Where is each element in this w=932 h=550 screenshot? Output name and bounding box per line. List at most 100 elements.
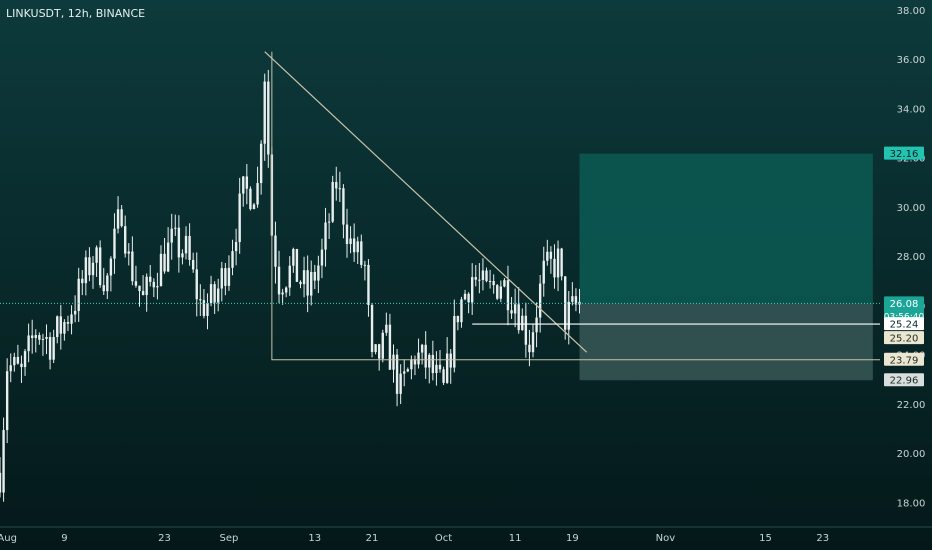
candle-body	[95, 247, 98, 263]
candle-body	[381, 332, 384, 359]
y-tick-label: 38.00	[897, 6, 926, 17]
candle-body	[2, 430, 5, 493]
candle-body	[156, 286, 159, 288]
candle-body	[377, 344, 381, 359]
candle-body	[181, 253, 184, 258]
candle-body	[245, 176, 249, 189]
candle-body	[234, 242, 238, 252]
candle-body	[52, 337, 55, 360]
candle-body	[546, 251, 549, 261]
candle-body	[124, 226, 127, 254]
candle-body	[252, 204, 256, 210]
candle-body	[385, 324, 388, 333]
candle-body	[284, 287, 288, 293]
candle-body	[88, 257, 91, 276]
y-tick-label: 36.00	[897, 55, 926, 66]
candle-body	[170, 228, 173, 243]
x-tick-label: 11	[509, 533, 522, 544]
candle-body	[410, 359, 413, 370]
candle-body	[227, 267, 231, 286]
candle-body	[191, 259, 195, 270]
candle-body	[109, 258, 113, 276]
candle-body	[63, 322, 66, 334]
candle-body	[199, 299, 202, 301]
trendline	[264, 51, 588, 353]
candle-body	[73, 310, 77, 315]
candle-body	[184, 235, 188, 254]
candle-body	[188, 235, 191, 260]
candle-body	[116, 209, 120, 229]
price-label-text: 25.24	[890, 320, 919, 331]
x-tick-label: 23	[158, 533, 171, 544]
candle-body	[70, 314, 73, 324]
candle-body	[206, 303, 209, 316]
candle-body	[288, 265, 291, 288]
candle-body	[166, 242, 170, 272]
candle-body	[531, 332, 535, 353]
candle-body	[413, 359, 417, 365]
candle-body	[417, 352, 420, 365]
price-label-text: 25.20	[890, 334, 919, 345]
price-label-box	[884, 331, 924, 345]
y-tick-label: 20.00	[897, 449, 926, 460]
price-label-box	[884, 352, 924, 366]
candle-body	[549, 251, 553, 259]
candle-body	[27, 335, 30, 352]
price-label-box	[884, 317, 924, 331]
candle-body	[313, 271, 316, 281]
candle-body	[242, 176, 245, 194]
x-tick-label: Aug	[0, 533, 17, 544]
candle-body	[41, 338, 45, 340]
candle-body	[149, 276, 152, 282]
candle-body	[20, 363, 23, 368]
candle-body	[420, 344, 424, 353]
price-label-box	[884, 373, 924, 387]
x-tick-label: 13	[308, 533, 321, 544]
candle-body	[256, 183, 259, 205]
price-label-box	[884, 146, 924, 160]
candle-body	[510, 310, 513, 314]
candle-body	[513, 304, 517, 314]
candle-body	[431, 354, 435, 374]
candle-body	[113, 228, 116, 259]
price-label-level-light: 23.79	[884, 352, 924, 366]
candle-body	[274, 235, 277, 267]
price-label-text: 23.79	[890, 355, 919, 366]
x-tick-label: Nov	[656, 533, 676, 544]
candle-body	[506, 280, 510, 311]
candle-body	[34, 335, 37, 339]
candle-body	[496, 285, 499, 299]
candle-body	[517, 304, 520, 331]
price-label-stop: 22.96	[884, 373, 924, 387]
candle-body	[456, 316, 460, 323]
candle-body	[345, 224, 349, 245]
candle-body	[460, 299, 463, 323]
candle-body	[481, 270, 485, 280]
candle-body	[560, 248, 563, 277]
symbol-legend[interactable]: LINKUSDT, 12h, BINANCE	[6, 7, 146, 20]
candle-body	[342, 188, 345, 225]
candle-body	[231, 251, 234, 268]
candle-body	[467, 293, 470, 303]
price-label-text: 22.96	[890, 376, 919, 387]
candle-body	[564, 276, 567, 330]
candle-body	[349, 238, 352, 245]
candle-body	[324, 222, 327, 250]
price-label-target: 32.16	[884, 146, 924, 160]
candle-body	[331, 181, 334, 222]
candle-body	[335, 181, 338, 189]
candle-body	[399, 373, 402, 394]
candle-body	[0, 472, 2, 493]
candle-body	[48, 336, 52, 360]
candle-body	[56, 316, 59, 338]
x-tick-label: Sep	[220, 533, 239, 544]
price-label-box	[884, 296, 924, 323]
candle-body	[84, 257, 88, 284]
candle-body	[277, 266, 281, 295]
x-tick-label: Oct	[435, 533, 452, 544]
candle-body	[556, 248, 560, 278]
candle-body	[120, 209, 123, 227]
candle-body	[163, 253, 166, 272]
candle-body	[259, 143, 263, 184]
